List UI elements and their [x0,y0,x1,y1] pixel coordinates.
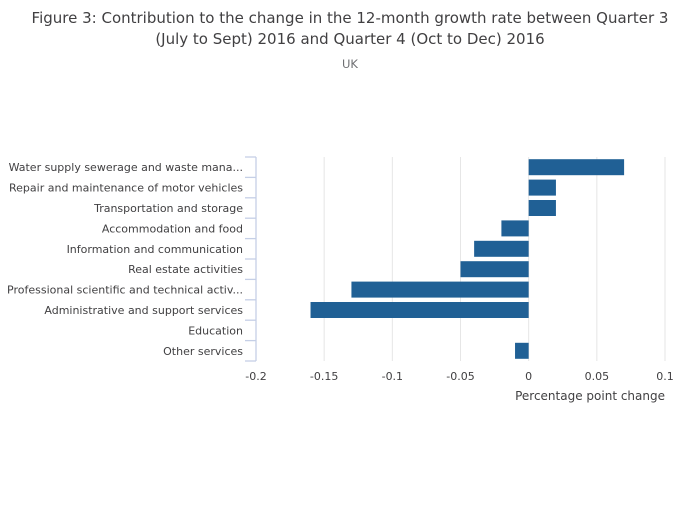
category-label: Water supply sewerage and waste mana... [9,161,243,174]
chart-title: Figure 3: Contribution to the change in … [31,9,669,48]
bar [351,281,529,298]
bar [528,159,625,176]
category-label: Other services [163,345,243,358]
category-label: Accommodation and food [102,222,243,235]
category-label: Education [188,324,243,337]
category-label: Information and communication [67,243,243,256]
bar [528,200,556,216]
category-label: Administrative and support services [44,304,243,317]
category-label: Real estate activities [128,263,243,276]
category-label: Professional scientific and technical ac… [7,284,243,297]
x-tick-label: -0.2 [245,370,266,383]
bar-chart-plot-area: Water supply sewerage and waste mana... R… [7,156,674,403]
x-tick-label: -0.05 [446,370,474,383]
x-tick-label: 0 [525,370,532,383]
category-label: Transportation and storage [93,202,243,215]
chart-figure: Figure 3: Contribution to the change in … [0,8,700,403]
x-tick-label: 0.05 [585,370,610,383]
chart-subtitle: UK [342,57,358,71]
bar [515,342,529,359]
x-tick-label: -0.1 [382,370,403,383]
category-label: Repair and maintenance of motor vehicles [9,182,243,195]
bar [310,302,529,318]
bar [528,179,556,196]
bar [474,240,529,257]
bar [501,220,529,237]
x-axis-title: Percentage point change [515,389,665,403]
x-tick-label: -0.15 [310,370,338,383]
bar [460,261,529,278]
x-tick-label: 0.1 [656,370,674,383]
